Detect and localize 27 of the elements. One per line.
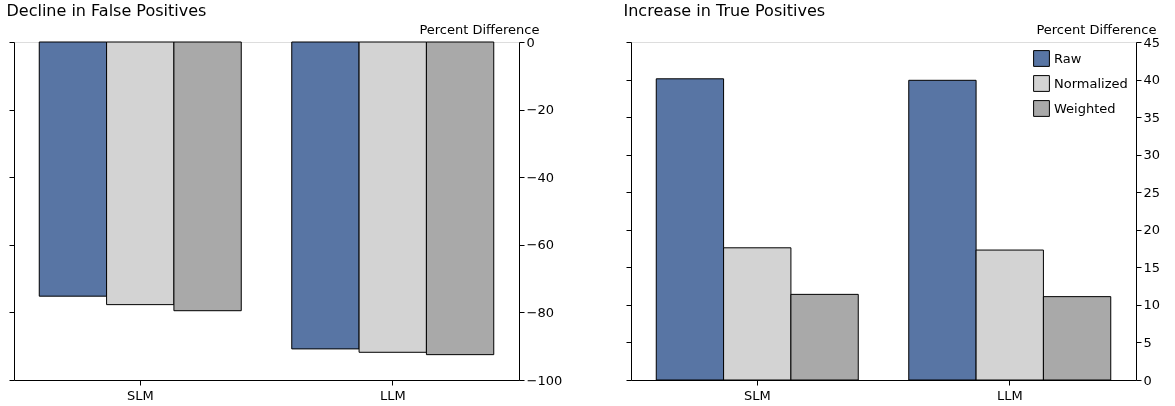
y-tick-label: −100 [526,372,563,388]
legend-label: Normalized [1054,75,1128,91]
y-tick-label: 25 [1143,184,1161,200]
y-axis-title: Percent Difference [419,21,540,37]
x-tick-label: SLM [743,387,771,403]
y-tick-label: 20 [1143,222,1161,238]
y-tick-label: 0 [526,34,535,50]
y-axis-title: Percent Difference [1036,21,1157,37]
y-tick-label: 0 [1143,372,1152,388]
y-tick-label: 40 [1143,72,1161,88]
chart-title: Increase in True Positives [623,1,826,20]
y-tick-label: −60 [526,237,554,253]
y-tick-label: 5 [1143,334,1152,350]
legend-label: Weighted [1054,100,1116,116]
chart-title: Decline in False Positives [6,1,207,20]
y-tick-label: 15 [1143,259,1161,275]
y-tick-label: 45 [1143,34,1161,50]
y-tick-label: 10 [1143,297,1161,313]
legend-label: Raw [1054,50,1082,66]
y-tick-label: 30 [1143,147,1161,163]
y-tick-label: −40 [526,169,554,185]
y-tick-label: −20 [526,102,554,118]
y-tick-label: −80 [526,304,554,320]
y-tick-label: 35 [1143,109,1161,125]
x-tick-label: LLM [379,387,406,403]
x-tick-label: SLM [126,387,154,403]
x-tick-label: LLM [996,387,1023,403]
